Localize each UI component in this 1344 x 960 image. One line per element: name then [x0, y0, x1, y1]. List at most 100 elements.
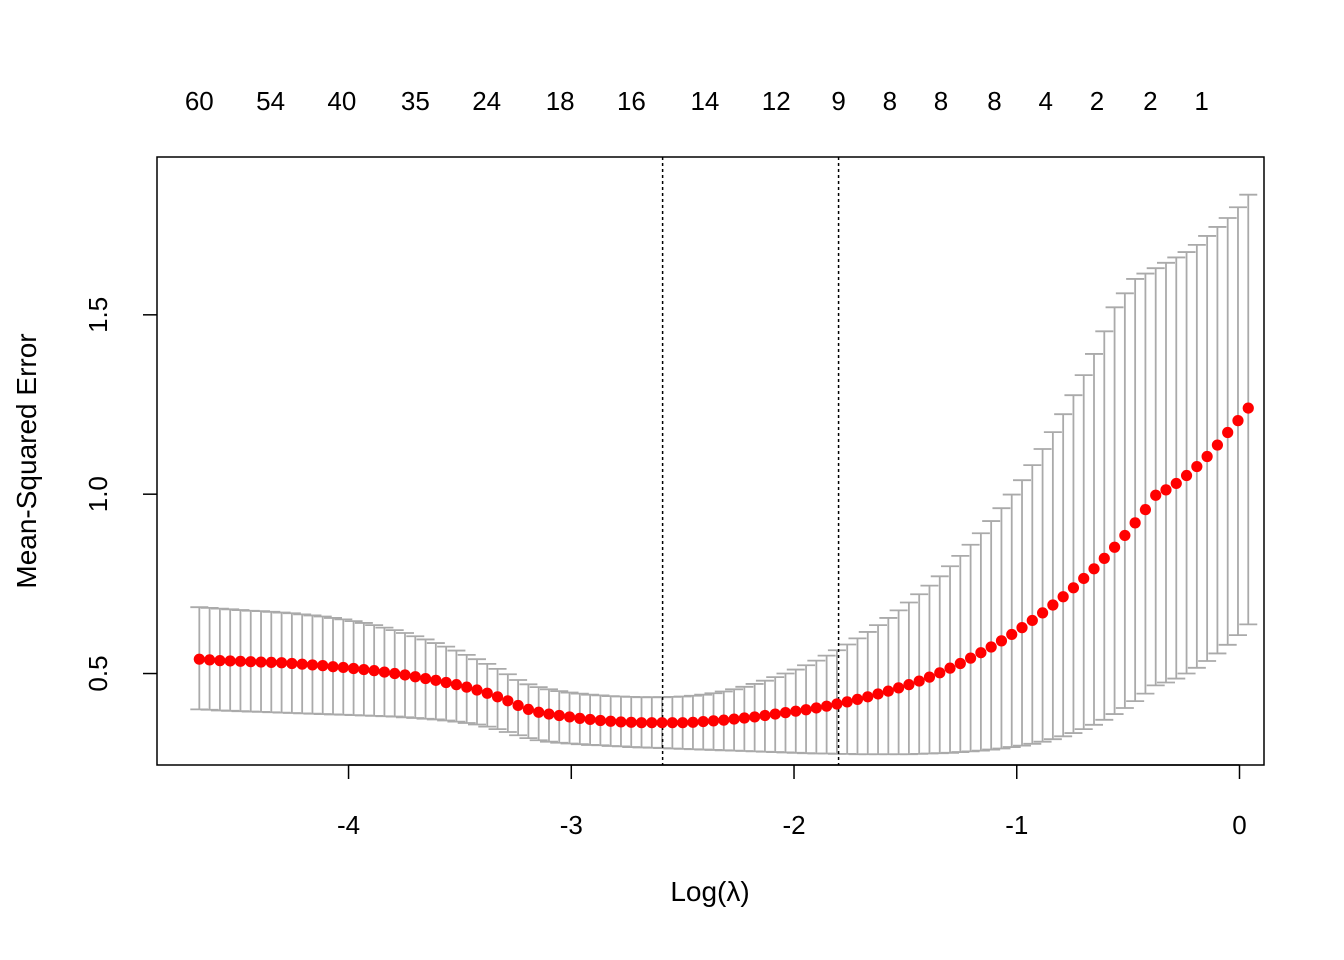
data-point: [687, 716, 699, 728]
data-point: [522, 703, 534, 716]
data-point: [831, 698, 843, 710]
data-point: [1006, 628, 1018, 641]
top-axis-labels: 60 54 40 35 24 18 16 14 12 9 8 8 8 4 2 2 1: [185, 86, 1209, 116]
data-point: [337, 661, 349, 674]
data-point: [1139, 504, 1152, 516]
data-point: [461, 681, 473, 693]
data-point: [491, 691, 504, 703]
y-axis: 0.5 1.0 1.5: [83, 297, 157, 692]
data-point: [893, 682, 905, 694]
data-point: [615, 716, 627, 728]
data-point: [1180, 469, 1193, 482]
data-point: [255, 656, 267, 668]
data-point: [1232, 415, 1244, 427]
data-point: [851, 693, 864, 705]
data-point: [944, 662, 956, 674]
top-axis-label: 1: [1194, 86, 1208, 116]
data-point: [605, 715, 617, 727]
data-point: [666, 717, 678, 729]
data-point: [1160, 484, 1172, 496]
data-point: [502, 695, 514, 707]
data-point: [574, 712, 586, 724]
data-point: [1098, 552, 1110, 564]
data-point: [1036, 607, 1049, 619]
data-point: [543, 708, 555, 720]
x-axis: -4 -3 -2 -1 0: [337, 764, 1247, 840]
data-point: [923, 671, 936, 683]
data-point: [1016, 622, 1028, 634]
data-point: [810, 702, 822, 714]
data-point: [245, 656, 257, 668]
top-axis-label: 35: [401, 86, 430, 116]
y-tick-label: 1.5: [83, 297, 113, 333]
top-axis-label: 8: [934, 86, 948, 116]
data-point: [358, 663, 370, 676]
data-point: [985, 641, 997, 653]
top-axis-label: 24: [472, 86, 501, 116]
data-point: [1057, 591, 1069, 603]
data-point: [553, 709, 565, 722]
top-axis-label: 40: [327, 86, 356, 116]
top-axis-label: 2: [1143, 86, 1157, 116]
data-point: [677, 717, 689, 729]
data-point: [481, 687, 493, 699]
data-point: [275, 657, 288, 669]
x-tick-label: -2: [782, 810, 805, 840]
data-point: [1129, 517, 1141, 529]
data-point: [646, 717, 658, 729]
top-axis-label: 14: [690, 86, 719, 116]
y-tick-label: 1.0: [83, 476, 113, 512]
data-point: [759, 709, 771, 722]
data-point: [327, 661, 339, 673]
data-point: [934, 667, 946, 679]
data-point: [635, 717, 648, 729]
x-tick-label: -4: [337, 810, 360, 840]
data-point: [224, 655, 236, 667]
data-point: [995, 635, 1008, 647]
top-axis-label: 4: [1038, 86, 1052, 116]
data-point: [975, 647, 987, 659]
data-point: [718, 714, 730, 726]
data-point: [193, 653, 205, 665]
x-tick-label: 0: [1232, 810, 1246, 840]
data-point: [965, 652, 977, 664]
data-point: [234, 655, 247, 667]
data-point: [625, 716, 637, 728]
data-point: [821, 700, 833, 712]
x-tick-label: -1: [1005, 810, 1028, 840]
data-point: [1067, 582, 1080, 594]
data-point: [779, 707, 792, 719]
data-point: [656, 717, 668, 729]
data-point: [204, 654, 216, 666]
data-point: [1047, 599, 1059, 611]
top-axis-label: 8: [883, 86, 897, 116]
data-point: [1108, 541, 1121, 553]
data-point: [913, 675, 925, 687]
data-point: [841, 696, 853, 708]
data-point: [450, 679, 463, 691]
x-tick-label: -3: [560, 810, 583, 840]
data-point: [296, 658, 308, 670]
data-points: [193, 402, 1254, 729]
data-point: [738, 712, 750, 724]
data-point: [389, 667, 401, 680]
data-point: [862, 691, 874, 703]
top-axis-label: 12: [762, 86, 791, 116]
data-point: [790, 705, 802, 717]
data-point: [1222, 426, 1234, 439]
data-point: [214, 655, 226, 667]
data-point: [903, 679, 915, 691]
data-point: [306, 659, 319, 671]
data-point: [409, 671, 421, 683]
data-point: [872, 688, 884, 700]
top-axis-label: 2: [1090, 86, 1104, 116]
y-axis-title: Mean-Squared Error: [11, 333, 42, 588]
y-tick-label: 0.5: [83, 655, 113, 691]
data-point: [1191, 460, 1203, 473]
data-point: [584, 713, 596, 726]
top-axis-label: 54: [256, 86, 285, 116]
top-axis-label: 18: [546, 86, 575, 116]
data-point: [378, 666, 391, 678]
data-point: [697, 715, 709, 728]
